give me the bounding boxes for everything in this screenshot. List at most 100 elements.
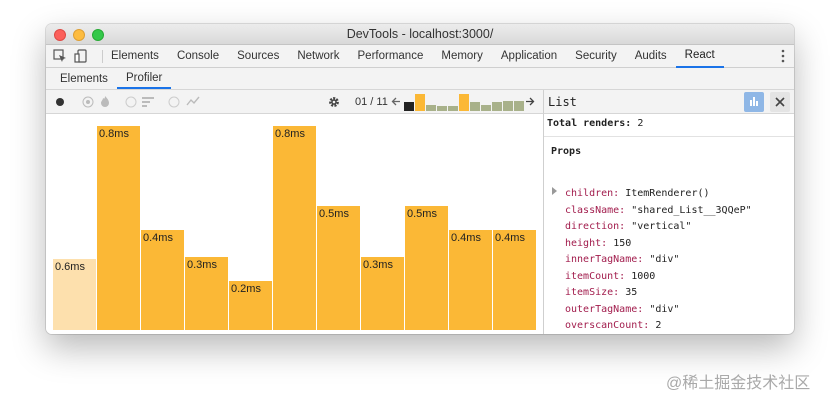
tab-memory[interactable]: Memory xyxy=(441,50,483,62)
commit-selector-bar[interactable] xyxy=(503,101,513,111)
render-chart-button[interactable] xyxy=(744,92,764,112)
device-toolbar-icon[interactable] xyxy=(74,49,88,63)
devtools-tabs: Elements Console Sources Network Performance… xyxy=(102,45,724,68)
prop-row[interactable]: height: 150 xyxy=(565,238,631,249)
close-icon xyxy=(775,97,785,107)
previous-commit-icon[interactable] xyxy=(391,96,401,107)
prop-row[interactable]: innerTagName: "div" xyxy=(565,254,679,265)
prop-row[interactable]: itemSize: 35 xyxy=(565,287,637,298)
commit-bar-label: 0.4ms xyxy=(495,232,525,244)
commit-bar-label: 0.8ms xyxy=(99,128,129,140)
commit-bar[interactable]: 0.5ms xyxy=(317,206,360,330)
tab-react[interactable]: React xyxy=(675,45,724,68)
total-renders: Total renders: 2 xyxy=(547,118,643,129)
next-commit-icon[interactable] xyxy=(525,96,535,107)
inspect-element-icon[interactable] xyxy=(53,49,67,63)
gear-icon[interactable] xyxy=(328,96,340,108)
prop-key: itemCount: xyxy=(565,270,626,282)
prop-row[interactable]: children: ItemRenderer() xyxy=(565,188,710,199)
commit-selector[interactable] xyxy=(404,94,524,111)
devtools-window: DevTools - localhost:3000/ Elements Conso… xyxy=(46,24,794,334)
commit-bar[interactable]: 0.3ms xyxy=(185,257,228,330)
prop-key: overscanCount: xyxy=(565,320,650,331)
commit-bar[interactable]: 0.4ms xyxy=(493,230,536,330)
subtab-elements[interactable]: Elements xyxy=(60,73,108,85)
commit-bar[interactable]: 0.2ms xyxy=(229,281,272,330)
commit-selector-bar[interactable] xyxy=(426,105,436,111)
expand-children-icon[interactable] xyxy=(552,187,557,195)
prop-value: 1000 xyxy=(631,270,656,282)
maximize-window-button[interactable] xyxy=(92,29,104,41)
commit-bar[interactable]: 0.5ms xyxy=(405,206,448,330)
commit-selector-bar[interactable] xyxy=(448,106,458,111)
prop-key: className: xyxy=(565,204,626,216)
prop-key: direction: xyxy=(565,221,626,232)
clear-profile-icon[interactable] xyxy=(125,96,137,108)
commit-selector-bar[interactable] xyxy=(404,102,414,111)
commit-selector-bar[interactable] xyxy=(437,106,447,111)
profiler-toolbar: 01 / 11 xyxy=(46,90,544,114)
prop-value: 150 xyxy=(613,237,632,249)
prop-row[interactable]: outerTagName: "div" xyxy=(565,304,679,315)
commit-selector-bar[interactable] xyxy=(481,105,491,111)
prop-row[interactable]: overscanCount: 2 xyxy=(565,320,661,331)
more-options-icon[interactable] xyxy=(780,49,786,63)
commit-selector-bar[interactable] xyxy=(415,94,425,111)
ranked-chart-icon[interactable] xyxy=(142,97,154,107)
bar-chart-icon xyxy=(750,97,758,106)
close-panel-button[interactable] xyxy=(770,92,790,112)
commit-selector-bar[interactable] xyxy=(459,94,469,111)
total-renders-value: 2 xyxy=(637,118,644,129)
reload-and-profile-icon[interactable] xyxy=(82,96,94,108)
commit-bar-label: 0.6ms xyxy=(55,261,85,273)
interactions-icon[interactable] xyxy=(186,96,200,107)
commit-bar[interactable]: 0.8ms xyxy=(273,126,316,330)
prop-row[interactable]: itemCount: 1000 xyxy=(565,271,655,282)
toolbar-divider xyxy=(102,50,103,63)
tab-console[interactable]: Console xyxy=(176,50,220,62)
tab-elements[interactable]: Elements xyxy=(111,50,159,62)
close-window-button[interactable] xyxy=(54,29,66,41)
prop-key: itemSize: xyxy=(565,287,620,298)
commit-bar-label: 0.8ms xyxy=(275,128,305,140)
flamegraph-icon[interactable] xyxy=(100,95,110,108)
commit-bar-label: 0.3ms xyxy=(363,259,393,271)
react-subtabs: Elements Profiler xyxy=(46,68,794,90)
commit-bar[interactable]: 0.3ms xyxy=(361,257,404,330)
tab-performance[interactable]: Performance xyxy=(357,50,424,62)
commit-selector-bar[interactable] xyxy=(514,101,524,111)
title-bar: DevTools - localhost:3000/ xyxy=(46,24,794,45)
component-detail-header: List xyxy=(544,90,794,114)
commit-chart: 0.6ms 0.8ms 0.4ms 0.3ms 0.2ms 0.8ms 0.5ms 0.3ms… xyxy=(46,114,544,334)
commit-bar-label: 0.2ms xyxy=(231,283,261,295)
prop-value: ItemRenderer() xyxy=(625,188,710,199)
record-icon[interactable] xyxy=(55,97,65,107)
prop-row[interactable]: className: "shared_List__3QQeP" xyxy=(565,205,752,216)
tab-audits[interactable]: Audits xyxy=(634,50,667,62)
commit-bar[interactable]: 0.6ms xyxy=(53,259,96,330)
commit-bar[interactable]: 0.8ms xyxy=(97,126,140,330)
commit-bar-label: 0.4ms xyxy=(143,232,173,244)
tab-security[interactable]: Security xyxy=(575,50,617,62)
commit-bar[interactable]: 0.4ms xyxy=(141,230,184,330)
props-divider xyxy=(544,136,794,137)
props-panel: Total renders: 2 Props children: ItemRen… xyxy=(544,114,794,334)
prop-key: height: xyxy=(565,237,608,249)
commit-bar[interactable]: 0.4ms xyxy=(449,230,492,330)
minimize-window-button[interactable] xyxy=(73,29,85,41)
prop-row[interactable]: direction: "vertical" xyxy=(565,221,691,232)
subtab-profiler[interactable]: Profiler xyxy=(116,68,172,89)
prop-value: "div" xyxy=(649,303,680,315)
prop-value: "shared_List__3QQeP" xyxy=(631,204,752,216)
commit-bar-label: 0.5ms xyxy=(407,208,437,220)
commit-selector-bar[interactable] xyxy=(492,102,502,111)
tab-sources[interactable]: Sources xyxy=(237,50,280,62)
prop-value: 35 xyxy=(625,287,638,298)
total-renders-label: Total renders: xyxy=(547,118,632,129)
tab-application[interactable]: Application xyxy=(500,50,558,62)
window-title: DevTools - localhost:3000/ xyxy=(346,27,494,41)
tab-network[interactable]: Network xyxy=(297,50,340,62)
settings-disabled-icon[interactable] xyxy=(168,96,180,108)
commit-selector-bar[interactable] xyxy=(470,102,480,111)
commit-bar-label: 0.3ms xyxy=(187,259,217,271)
